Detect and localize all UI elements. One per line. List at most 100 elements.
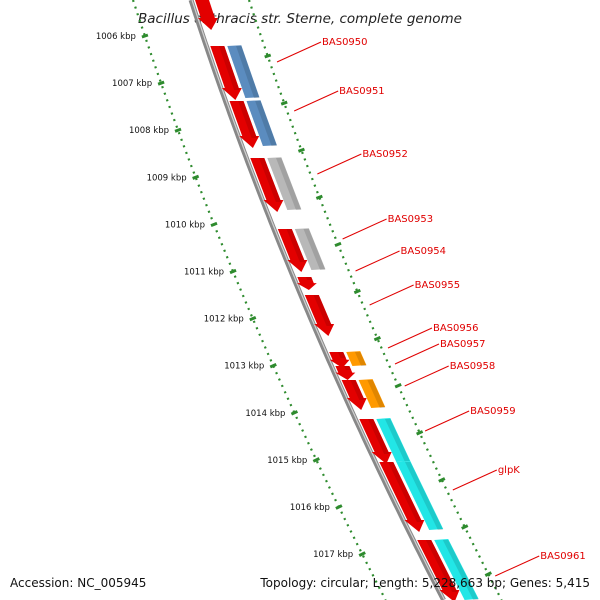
kbp-tick-label: 1011 kbp [184, 268, 224, 278]
accession-text: Accession: NC_005945 [10, 576, 147, 590]
gene-arrow-shade [313, 295, 332, 326]
leader-line [394, 343, 440, 365]
labels-layer: BAS0950 BAS0951 BAS0952 BAS0953 BAS0954 BAS09… [276, 37, 586, 577]
outer-major-tick [280, 100, 288, 106]
gene-arrow [195, 0, 218, 30]
gene-label-BAS0956: BAS0956 [433, 323, 479, 334]
outer-major-tick [334, 241, 342, 247]
outer-major-tick [297, 147, 305, 153]
outer-major-tick [461, 524, 469, 530]
leader-line [342, 218, 387, 240]
major-tick [229, 268, 237, 275]
leader-line [293, 90, 339, 112]
outer-tick-ring [247, 0, 503, 600]
outer-major-tick [394, 383, 402, 389]
gene-arrow-shade [425, 540, 458, 592]
leader-line [317, 153, 362, 175]
gene-arrow-shade [259, 158, 282, 202]
backbone-layer [188, 0, 446, 600]
cog-block [267, 157, 302, 210]
gene-arrow-shade [337, 352, 346, 358]
major-tick [249, 315, 257, 322]
major-tick [312, 457, 320, 463]
gene-BAS0954 [296, 277, 317, 290]
major-tick [269, 363, 277, 369]
kbp-tick-label: 1016 kbp [290, 503, 330, 513]
kbp-tick-label: 1007 kbp [112, 79, 152, 89]
gene-arrow [296, 277, 317, 290]
gene-arrow [359, 419, 392, 464]
major-tick [290, 410, 299, 416]
major-tick [358, 551, 366, 557]
cog-block-shade [236, 46, 260, 98]
gene-glpK [379, 461, 444, 532]
outer-major-tick [438, 477, 446, 483]
leader-line [369, 284, 414, 306]
leader-line [387, 327, 433, 349]
cog-block-shade [367, 380, 386, 408]
cog-block [376, 418, 411, 462]
cog-block-shade [303, 229, 326, 270]
gene-BAS0953 [277, 228, 326, 272]
gene-BAS0956 [329, 351, 367, 368]
gene-BAS0951 [229, 100, 277, 148]
gene-arrow [379, 462, 425, 532]
gene-label-BAS0950: BAS0950 [322, 37, 368, 48]
kbp-tick-label: 1006 kbp [96, 32, 136, 42]
cog-block [434, 539, 479, 600]
gene-BAS0959 [359, 418, 411, 464]
cog-block-shade [442, 540, 479, 600]
gene-arrow-shade [286, 229, 306, 262]
backbone-highlight [191, 0, 446, 600]
outer-major-tick [373, 335, 381, 342]
gene-arrow-shade [344, 366, 352, 370]
outer-major-tick [416, 430, 424, 436]
major-tick [335, 504, 343, 510]
major-tick [210, 221, 218, 227]
gene-BAS0952 [250, 157, 302, 212]
gene-BAS0958 [341, 379, 386, 410]
leader-line [452, 469, 498, 491]
backbone-line [188, 0, 446, 600]
kbp-tick-label: 1010 kbp [165, 220, 205, 230]
major-tick [192, 174, 200, 180]
outer-major-tick [315, 194, 323, 200]
major-tick [141, 33, 149, 39]
gene-label-BAS0961: BAS0961 [540, 551, 586, 562]
major-tick [174, 127, 182, 133]
leader-line [424, 410, 470, 432]
cog-block [227, 45, 260, 98]
cog-block [294, 228, 326, 270]
gene-label-BAS0959: BAS0959 [470, 406, 516, 417]
map-title: Bacillus anthracis str. Sterne, complete… [138, 11, 462, 27]
gene-label-BAS0955: BAS0955 [415, 280, 461, 291]
gene-label-BAS0958: BAS0958 [450, 361, 496, 372]
outer-major-tick [264, 53, 272, 59]
outer-major-tick [484, 571, 492, 577]
major-tick [157, 80, 165, 86]
gene-BAS0955 [304, 295, 335, 336]
kbp-tick-label: 1012 kbp [204, 315, 244, 325]
cog-block [246, 100, 277, 146]
cog-block-shade [384, 419, 411, 462]
cog-block [358, 379, 386, 408]
inner-tick-ring [131, 0, 387, 600]
kbp-tick-label: 1013 kbp [224, 362, 264, 372]
genes-layer [195, 0, 479, 600]
gene-BAS0961 [417, 539, 479, 600]
kbp-tick-label: 1008 kbp [129, 126, 169, 136]
gene-label-BAS0954: BAS0954 [401, 246, 447, 257]
leader-line [355, 250, 400, 272]
gene-arrow [341, 380, 367, 410]
kbp-tick-label: 1014 kbp [245, 409, 285, 419]
gene-label-BAS0951: BAS0951 [339, 86, 385, 97]
gene-label-BAS0952: BAS0952 [362, 149, 408, 160]
leader-line [404, 365, 449, 387]
cog-block [346, 351, 367, 366]
cog-block-shade [255, 101, 277, 146]
kbp-tick-label: 1009 kbp [147, 173, 187, 183]
gene-BAS0957 [335, 366, 356, 380]
kbp-tick-label: 1015 kbp [267, 456, 307, 466]
gene-arrow-shade [306, 277, 313, 280]
